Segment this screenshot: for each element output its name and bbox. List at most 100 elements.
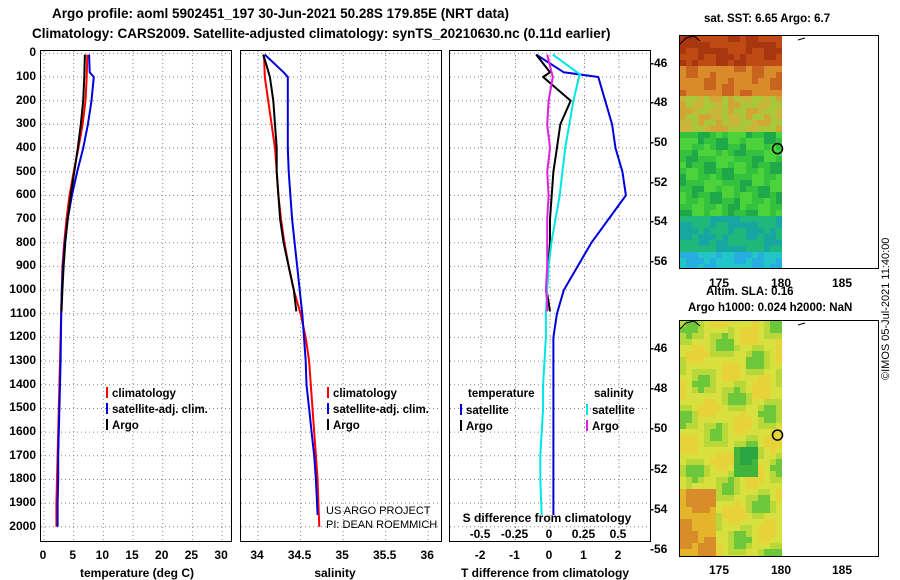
map-cell bbox=[770, 495, 776, 501]
map-cell bbox=[704, 138, 710, 144]
map-cell bbox=[680, 198, 686, 204]
map-cell bbox=[680, 102, 686, 108]
map-cell bbox=[686, 222, 692, 228]
map-cell bbox=[740, 399, 746, 405]
map-cell bbox=[698, 78, 704, 84]
map-cell bbox=[680, 264, 686, 268]
map-cell bbox=[680, 60, 686, 66]
map-cell bbox=[704, 132, 710, 138]
x2-tick-label: 0 bbox=[545, 527, 553, 541]
map-cell bbox=[776, 192, 782, 198]
map-cell bbox=[692, 453, 698, 459]
map-cell bbox=[752, 345, 758, 351]
map-cell bbox=[728, 441, 734, 447]
series-line bbox=[539, 53, 582, 516]
map-cell bbox=[752, 252, 758, 258]
map-cell bbox=[710, 54, 716, 60]
map-cell bbox=[740, 345, 746, 351]
map-cell bbox=[728, 321, 734, 327]
map-cell bbox=[740, 537, 746, 543]
map-cell bbox=[722, 78, 728, 84]
map-cell bbox=[704, 525, 710, 531]
map-cell bbox=[764, 393, 770, 399]
map-cell bbox=[698, 333, 704, 339]
map-cell bbox=[722, 84, 728, 90]
map-cell bbox=[734, 423, 740, 429]
map-cell bbox=[686, 543, 692, 549]
map-cell bbox=[758, 66, 764, 72]
map-cell bbox=[680, 138, 686, 144]
map-cell bbox=[680, 327, 686, 333]
map-cell bbox=[704, 393, 710, 399]
map-cell bbox=[758, 54, 764, 60]
map-cell bbox=[734, 204, 740, 210]
map-cell bbox=[746, 393, 752, 399]
map-cell bbox=[698, 525, 704, 531]
salinity-x-label: salinity bbox=[314, 566, 356, 580]
map-cell bbox=[716, 519, 722, 525]
map-cell bbox=[746, 519, 752, 525]
series-line bbox=[60, 54, 86, 312]
map-cell bbox=[710, 441, 716, 447]
map-cell bbox=[758, 192, 764, 198]
map-cell bbox=[776, 507, 782, 513]
map-cell bbox=[776, 429, 782, 435]
map-cell bbox=[740, 132, 746, 138]
map-cell bbox=[680, 369, 686, 375]
map-cell bbox=[716, 393, 722, 399]
map-cell bbox=[752, 186, 758, 192]
map-cell bbox=[704, 180, 710, 186]
map-cell bbox=[776, 222, 782, 228]
series-line bbox=[535, 53, 627, 515]
map-cell bbox=[770, 375, 776, 381]
map-cell bbox=[734, 240, 740, 246]
map-cell bbox=[722, 537, 728, 543]
map-cell bbox=[764, 48, 770, 54]
map-cell bbox=[746, 240, 752, 246]
map-cell bbox=[770, 513, 776, 519]
map-cell bbox=[776, 327, 782, 333]
series-line bbox=[263, 54, 321, 527]
map-cell bbox=[710, 210, 716, 216]
map-cell bbox=[692, 252, 698, 258]
map-lat-tick: -54 bbox=[650, 214, 668, 229]
map-cell bbox=[776, 132, 782, 138]
map-cell bbox=[680, 246, 686, 252]
map-cell bbox=[686, 108, 692, 114]
map-cell bbox=[758, 525, 764, 531]
map-cell bbox=[770, 417, 776, 423]
map-cell bbox=[752, 417, 758, 423]
map-cell bbox=[710, 222, 716, 228]
map-cell bbox=[740, 108, 746, 114]
map-cell bbox=[740, 471, 746, 477]
legend-temp-satellite: satellite bbox=[460, 403, 509, 419]
map-cell bbox=[764, 72, 770, 78]
map-cell bbox=[728, 327, 734, 333]
map-cell bbox=[698, 168, 704, 174]
map-cell bbox=[746, 156, 752, 162]
map-cell bbox=[746, 264, 752, 268]
map-cell bbox=[770, 126, 776, 132]
map-cell bbox=[764, 246, 770, 252]
map-cell bbox=[734, 417, 740, 423]
map-cell bbox=[758, 36, 764, 42]
map-cell bbox=[758, 174, 764, 180]
map-cell bbox=[698, 483, 704, 489]
map-cell bbox=[740, 42, 746, 48]
map-cell bbox=[746, 369, 752, 375]
map-cell bbox=[758, 228, 764, 234]
map-cell bbox=[698, 321, 704, 327]
map-cell bbox=[698, 393, 704, 399]
map-cell bbox=[776, 162, 782, 168]
map-cell bbox=[692, 84, 698, 90]
map-cell bbox=[734, 321, 740, 327]
map-cell bbox=[764, 162, 770, 168]
map-cell bbox=[758, 102, 764, 108]
map-cell bbox=[734, 66, 740, 72]
map-cell bbox=[710, 204, 716, 210]
map-cell bbox=[692, 525, 698, 531]
map-cell bbox=[740, 339, 746, 345]
depth-tick-label: 1700 bbox=[9, 447, 36, 462]
map-cell bbox=[716, 108, 722, 114]
map-cell bbox=[746, 180, 752, 186]
